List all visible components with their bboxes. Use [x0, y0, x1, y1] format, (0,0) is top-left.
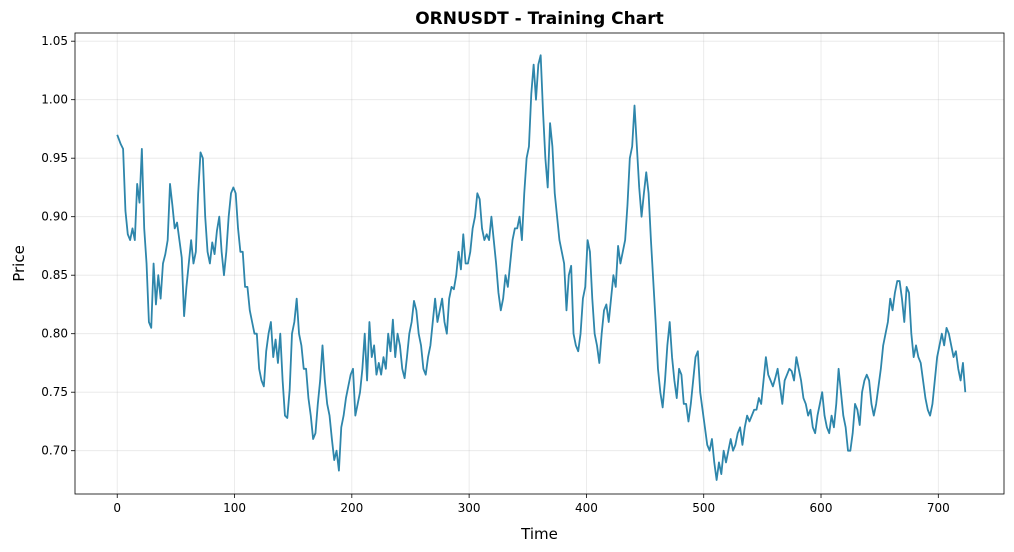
y-tick-label: 1.00 [41, 93, 68, 107]
series-layer [116, 54, 967, 481]
x-tick-label: 500 [692, 501, 715, 515]
chart-title: ORNUSDT - Training Chart [415, 9, 664, 29]
x-tick-label: 700 [927, 501, 950, 515]
x-tick-label: 100 [223, 501, 246, 515]
plot-frame [74, 32, 1005, 495]
y-tick-label: 1.05 [41, 34, 68, 48]
x-tick-label: 300 [458, 501, 481, 515]
y-axis-label: Price [10, 245, 28, 282]
x-axis-label: Time [520, 525, 558, 543]
y-tick-label: 0.70 [41, 444, 68, 458]
x-tick-label: 0 [113, 501, 121, 515]
y-tick-label: 0.80 [41, 327, 68, 341]
x-tick-label: 600 [810, 501, 833, 515]
y-tick-label: 0.75 [41, 385, 68, 399]
x-tick-label: 200 [340, 501, 363, 515]
grid-lines [75, 33, 1004, 494]
price-series-line [116, 54, 967, 481]
y-tick-label: 0.90 [41, 210, 68, 224]
y-tick-label: 0.85 [41, 268, 68, 282]
axis-ticks: 0 100 200 300 400 500 600 700 0.70 0.75 0.80 0.85 0.… [41, 34, 949, 515]
x-tick-label: 400 [575, 501, 598, 515]
y-tick-label: 0.95 [41, 151, 68, 165]
